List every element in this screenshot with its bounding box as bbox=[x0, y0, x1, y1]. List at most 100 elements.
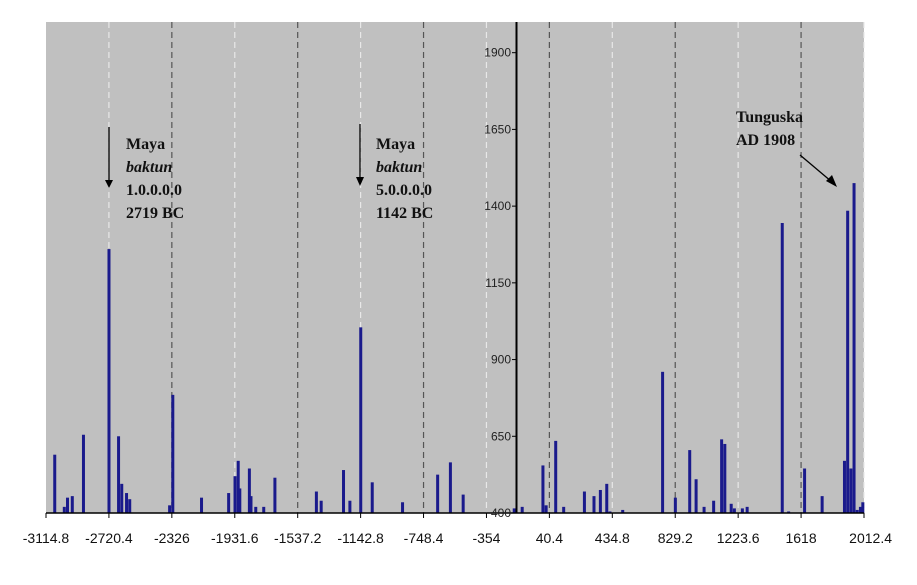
bar bbox=[238, 488, 242, 513]
x-tick-label: -2326 bbox=[154, 530, 190, 546]
x-tick-label: 1223.6 bbox=[717, 530, 760, 546]
bar bbox=[673, 497, 677, 513]
bar bbox=[803, 468, 807, 513]
bar bbox=[236, 460, 240, 513]
bar bbox=[846, 210, 850, 513]
bar bbox=[125, 493, 129, 513]
annotation-tunguska-line1: Tunguska bbox=[736, 109, 803, 126]
bar bbox=[448, 462, 452, 513]
annotation-maya-2-arrowhead bbox=[356, 177, 364, 186]
x-tick-label: -354 bbox=[472, 530, 500, 546]
bar bbox=[852, 183, 856, 513]
annotation-maya-2-line4: 1142 BC bbox=[376, 205, 433, 222]
annotation-maya-1-line3: 1.0.0.0.0 bbox=[126, 182, 182, 199]
bar bbox=[621, 509, 625, 513]
annotation-maya-2-line3: 5.0.0.0.0 bbox=[376, 182, 432, 199]
bar bbox=[342, 470, 346, 513]
y-tick-label: 1400 bbox=[484, 199, 511, 213]
y-tick-label: 900 bbox=[491, 353, 511, 367]
bar bbox=[745, 506, 749, 513]
bar bbox=[732, 508, 736, 513]
bar bbox=[254, 506, 258, 513]
x-tick-label: -748.4 bbox=[404, 530, 444, 546]
gridlines bbox=[108, 22, 865, 513]
bar bbox=[512, 508, 516, 513]
bar bbox=[128, 499, 132, 513]
x-tick-label: -1537.2 bbox=[274, 530, 322, 546]
annotation-maya-2-line2: baktun bbox=[376, 159, 422, 176]
bar bbox=[694, 479, 698, 513]
bar bbox=[171, 394, 175, 513]
plot-area bbox=[46, 22, 864, 513]
bar bbox=[168, 505, 172, 513]
x-tick-label: 1618 bbox=[785, 530, 816, 546]
x-tick-label: -2720.4 bbox=[85, 530, 133, 546]
annotation-maya-1-line2: baktun bbox=[126, 159, 172, 176]
y-tick-label: 650 bbox=[491, 429, 511, 443]
bar bbox=[273, 477, 277, 513]
bar bbox=[62, 506, 66, 513]
bar bbox=[855, 509, 859, 513]
bar bbox=[348, 500, 352, 513]
bar bbox=[200, 497, 204, 513]
bar bbox=[858, 506, 862, 513]
x-tick-label: 2012.4 bbox=[849, 530, 892, 546]
annotation-tunguska-arrowhead bbox=[826, 175, 837, 187]
bar bbox=[861, 502, 865, 513]
bar bbox=[53, 454, 57, 513]
bar bbox=[849, 468, 853, 513]
bar bbox=[461, 494, 465, 513]
y-tick-label: 1150 bbox=[485, 276, 511, 290]
bar bbox=[554, 440, 558, 513]
bar bbox=[605, 483, 609, 513]
bar bbox=[247, 468, 251, 513]
bars bbox=[53, 183, 865, 514]
bar bbox=[262, 506, 266, 513]
bar bbox=[314, 491, 318, 513]
bar bbox=[107, 249, 111, 513]
annotation-tunguska-line2: AD 1908 bbox=[736, 132, 795, 149]
bar bbox=[723, 443, 727, 513]
annotation-maya-2-line1: Maya bbox=[376, 136, 415, 153]
bar bbox=[712, 500, 716, 513]
bar bbox=[740, 508, 744, 513]
bar bbox=[436, 474, 440, 513]
bar bbox=[70, 496, 74, 513]
bar bbox=[541, 465, 545, 513]
bar bbox=[544, 505, 548, 513]
bar bbox=[720, 439, 724, 513]
x-tick-labels: -3114.8 -2720.4 -2326 -1931.6 -1537.2 -1142.8… bbox=[23, 513, 892, 546]
annotation-tunguska-arrow bbox=[799, 154, 833, 183]
bar bbox=[661, 371, 665, 513]
annotation-maya-1-line4: 2719 BC bbox=[126, 205, 184, 222]
y-tick-label: 1650 bbox=[484, 122, 511, 136]
x-tick-label: 40.4 bbox=[536, 530, 563, 546]
bar bbox=[319, 500, 323, 513]
bar bbox=[582, 491, 586, 513]
bar bbox=[780, 223, 784, 514]
annotation-tunguska: Tunguska AD 1908 bbox=[736, 109, 837, 187]
bar bbox=[702, 506, 706, 513]
bar bbox=[227, 493, 231, 513]
bar bbox=[401, 502, 405, 513]
bar bbox=[370, 482, 374, 513]
bar bbox=[233, 476, 237, 513]
annotation-maya-1-arrowhead bbox=[105, 180, 113, 188]
bar bbox=[66, 497, 70, 513]
bar bbox=[117, 436, 121, 513]
annotation-maya-1-line1: Maya bbox=[126, 136, 165, 153]
bar bbox=[787, 511, 791, 513]
annotation-maya-1: Maya baktun 1.0.0.0.0 2719 BC bbox=[105, 127, 184, 222]
bar bbox=[598, 489, 602, 513]
x-tick-label: -3114.8 bbox=[23, 530, 70, 546]
bar bbox=[520, 506, 524, 513]
y-tick-label: 400 bbox=[491, 506, 511, 520]
y-tick-labels: 400 650 900 1150 1400 1650 1900 bbox=[484, 46, 516, 520]
y-tick-label: 1900 bbox=[484, 46, 511, 60]
bar bbox=[842, 460, 846, 513]
bar bbox=[562, 506, 566, 513]
x-tick-label: 434.8 bbox=[595, 530, 630, 546]
bar bbox=[120, 483, 124, 513]
bar bbox=[592, 496, 596, 513]
